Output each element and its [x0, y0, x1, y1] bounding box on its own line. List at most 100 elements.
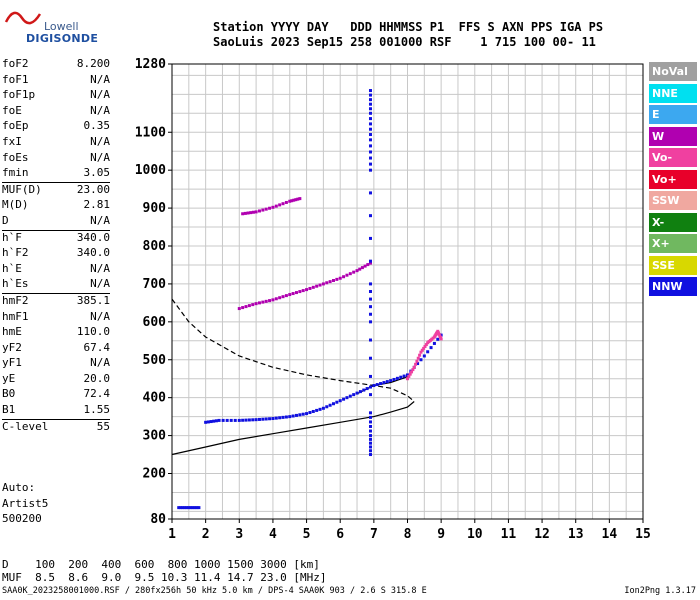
- param-row: hmE 110.0: [2, 325, 110, 341]
- echo-point: [296, 197, 300, 201]
- echo-point: [241, 306, 245, 310]
- param-key: B0: [2, 387, 16, 401]
- echo-point: [406, 373, 409, 377]
- echo-point: [407, 374, 411, 378]
- echo-point: [438, 334, 442, 338]
- echo-point: [225, 418, 229, 422]
- x-tick-label: 7: [370, 527, 378, 542]
- echo-point: [244, 418, 248, 422]
- echo-point: [261, 417, 265, 421]
- echo-point: [389, 379, 393, 383]
- param-row: h`Es N/A: [2, 277, 110, 293]
- echo-point: [368, 282, 372, 286]
- legend-item: Vo-: [649, 148, 697, 167]
- echo-point: [328, 403, 332, 407]
- echo-point: [281, 415, 285, 419]
- param-value: 67.4: [83, 340, 111, 354]
- y-tick-label: 300: [143, 429, 167, 444]
- echo-point: [288, 415, 292, 419]
- legend-item: SSE: [649, 255, 697, 275]
- echo-point: [368, 127, 372, 131]
- echo-point: [298, 413, 302, 417]
- param-value: N/A: [90, 134, 110, 148]
- echo-point: [429, 346, 433, 350]
- header-row-values: SaoLuis 2023 Sep15 258 001000 RSF 1 715 …: [213, 35, 596, 49]
- echo-point: [204, 420, 208, 424]
- legend-item: X+: [649, 234, 697, 253]
- echo-point: [243, 211, 247, 215]
- distance-row: D 100 200 400 600 800 1000 1500 3000 [km…: [2, 558, 320, 571]
- echo-point: [321, 406, 325, 410]
- param-value: 8.200: [76, 57, 110, 70]
- echo-point: [325, 281, 329, 285]
- echo-point: [264, 299, 268, 303]
- echo-point: [368, 449, 372, 453]
- echo-point: [348, 394, 352, 398]
- echo-point: [298, 290, 302, 294]
- header-row-labels: Station YYYY DAY DDD HHMMSS P1 FFS S AXN…: [213, 20, 604, 34]
- echo-point: [368, 98, 372, 102]
- echo-point: [321, 282, 325, 286]
- param-value: 0.35: [83, 119, 111, 133]
- echo-point: [294, 291, 298, 295]
- param-row: yF2 67.4: [2, 341, 110, 357]
- param-key: hmF2: [2, 293, 29, 307]
- echo-point: [331, 279, 335, 283]
- param-row: foF1p N/A: [2, 88, 110, 104]
- echo-point: [268, 206, 272, 210]
- param-value: N/A: [90, 103, 110, 117]
- param-key: hmE: [2, 325, 22, 339]
- param-row: fxI N/A: [2, 135, 110, 151]
- echo-point: [187, 506, 191, 510]
- echo-point: [419, 350, 423, 354]
- param-row: hmF2 385.1: [2, 292, 110, 310]
- echo-point: [268, 417, 272, 421]
- param-key: M(D): [2, 198, 29, 212]
- param-value: 20.0: [83, 371, 111, 385]
- echo-point: [268, 299, 272, 303]
- param-value: N/A: [90, 72, 110, 86]
- param-key: yF2: [2, 340, 22, 354]
- param-value: N/A: [90, 213, 110, 227]
- param-key: D: [2, 213, 9, 227]
- echo-point: [246, 211, 250, 215]
- solid-profile: [171, 401, 415, 456]
- echo-point: [345, 396, 349, 400]
- param-key: foEp: [2, 119, 29, 133]
- echo-point: [368, 236, 372, 240]
- echo-point: [368, 356, 372, 360]
- echo-point: [362, 388, 366, 392]
- echo-point: [247, 304, 251, 308]
- echo-point: [385, 380, 389, 384]
- echo-point: [308, 286, 312, 290]
- echo-point: [406, 377, 409, 381]
- echo-point: [368, 102, 372, 106]
- echo-point: [318, 283, 322, 287]
- version-label: Ion2Png 1.3.17: [624, 586, 696, 596]
- digisonde-logo: Lowell DIGISONDE: [4, 8, 104, 45]
- x-tick-label: 14: [602, 527, 618, 542]
- echo-point: [251, 303, 255, 307]
- x-tick-label: 10: [467, 527, 483, 542]
- param-key: foF1p: [2, 88, 36, 102]
- echo-point: [271, 417, 275, 421]
- echo-point: [439, 337, 443, 341]
- echo-point: [291, 414, 295, 418]
- echo-point: [274, 204, 278, 208]
- echo-point: [368, 138, 372, 142]
- echo-point: [368, 385, 372, 389]
- param-value: 340.0: [76, 230, 110, 244]
- legend-item: X-: [649, 212, 697, 232]
- echo-point: [345, 273, 349, 277]
- echo-point: [416, 356, 420, 360]
- auto-artist: Artist5: [2, 496, 49, 510]
- x-tick-label: 12: [534, 527, 550, 542]
- y-tick-label: 1000: [135, 163, 166, 178]
- param-value: 340.0: [76, 246, 110, 260]
- autoscaling-info: Auto: Artist5 500200: [2, 480, 48, 527]
- echo-point: [290, 199, 294, 203]
- echo-point: [294, 413, 298, 417]
- echo-point: [437, 332, 441, 336]
- param-row: hmF1 N/A: [2, 310, 110, 326]
- echo-point: [315, 408, 319, 412]
